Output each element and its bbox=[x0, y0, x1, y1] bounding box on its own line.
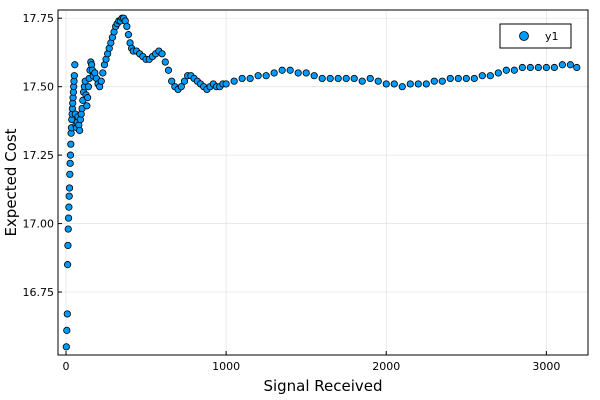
x-tick-label: 3000 bbox=[532, 360, 560, 373]
data-point bbox=[67, 140, 75, 148]
data-point bbox=[168, 77, 176, 85]
data-point bbox=[65, 203, 73, 211]
data-point bbox=[65, 184, 74, 192]
legend-marker bbox=[519, 31, 529, 41]
data-point bbox=[63, 326, 71, 334]
data-point bbox=[334, 74, 342, 83]
data-point bbox=[342, 74, 350, 83]
data-point bbox=[64, 241, 72, 250]
data-point bbox=[406, 80, 414, 88]
data-point bbox=[294, 69, 302, 77]
data-point bbox=[84, 94, 92, 102]
data-point bbox=[542, 63, 550, 72]
data-points bbox=[62, 14, 581, 351]
data-point bbox=[66, 159, 74, 167]
data-point bbox=[71, 61, 79, 69]
legend-box bbox=[499, 23, 572, 49]
data-point bbox=[566, 61, 574, 69]
data-point bbox=[550, 63, 558, 72]
x-tick-label: 1000 bbox=[212, 360, 240, 373]
data-point bbox=[350, 74, 358, 83]
data-point bbox=[65, 192, 73, 200]
data-point bbox=[390, 80, 398, 88]
data-point bbox=[230, 77, 238, 85]
grid-lines bbox=[58, 10, 588, 355]
y-tick-label: 17.25 bbox=[23, 149, 55, 162]
data-point bbox=[64, 214, 73, 222]
y-tick-label: 17.00 bbox=[23, 218, 55, 231]
data-point bbox=[518, 63, 526, 72]
data-point bbox=[366, 74, 374, 83]
data-point bbox=[358, 77, 366, 85]
data-point bbox=[83, 102, 91, 110]
data-point bbox=[177, 83, 185, 91]
data-point bbox=[238, 74, 246, 83]
y-tick-label: 17.50 bbox=[23, 81, 55, 94]
data-point bbox=[123, 22, 131, 31]
data-point bbox=[446, 74, 454, 83]
x-tick-label: 2000 bbox=[372, 360, 400, 373]
data-point bbox=[374, 77, 382, 85]
data-point bbox=[70, 72, 78, 80]
data-point bbox=[470, 74, 478, 83]
data-point bbox=[64, 225, 72, 233]
data-point bbox=[161, 58, 169, 66]
data-point bbox=[558, 61, 566, 69]
data-point bbox=[502, 66, 510, 74]
data-point bbox=[454, 74, 462, 83]
data-point bbox=[382, 80, 390, 88]
data-point bbox=[63, 310, 71, 318]
data-point bbox=[302, 69, 310, 77]
x-tick-label: 0 bbox=[63, 360, 70, 373]
data-point bbox=[526, 63, 534, 72]
data-point bbox=[438, 77, 446, 85]
y-axis-label: Expected Cost bbox=[2, 128, 20, 236]
data-point bbox=[99, 69, 107, 77]
data-point bbox=[62, 343, 70, 351]
data-point bbox=[64, 261, 72, 269]
data-point bbox=[398, 83, 406, 91]
data-point bbox=[254, 72, 262, 80]
data-point bbox=[158, 50, 166, 58]
data-point bbox=[534, 63, 542, 72]
data-point bbox=[262, 72, 270, 80]
legend-label-y1: y1 bbox=[545, 30, 559, 43]
legend: y1 bbox=[499, 23, 572, 49]
data-point bbox=[66, 170, 74, 178]
data-point bbox=[573, 63, 581, 72]
data-point bbox=[486, 72, 494, 80]
data-point bbox=[180, 77, 189, 85]
data-point bbox=[66, 151, 75, 159]
x-axis-label: Signal Received bbox=[263, 377, 382, 395]
data-point bbox=[414, 80, 422, 88]
x-axis-ticks: 0 1000 2000 3000 bbox=[63, 351, 560, 373]
data-point bbox=[478, 72, 486, 80]
data-point bbox=[422, 80, 430, 88]
y-tick-label: 17.75 bbox=[23, 12, 55, 25]
data-point bbox=[84, 83, 93, 91]
data-point bbox=[510, 66, 518, 74]
data-point bbox=[97, 77, 105, 85]
y-tick-label: 16.75 bbox=[23, 286, 55, 299]
data-point bbox=[494, 69, 502, 77]
data-point bbox=[430, 77, 438, 85]
data-point bbox=[270, 69, 278, 77]
data-point bbox=[310, 72, 318, 80]
data-point bbox=[76, 126, 84, 135]
data-point bbox=[326, 74, 334, 83]
data-point bbox=[246, 74, 254, 83]
y-axis-ticks: 16.75 17.00 17.25 17.50 17.75 bbox=[23, 12, 62, 299]
data-point bbox=[164, 66, 173, 74]
data-point bbox=[286, 66, 294, 74]
data-point bbox=[462, 74, 470, 83]
data-point bbox=[278, 66, 286, 74]
data-point bbox=[318, 74, 326, 83]
data-point bbox=[222, 80, 230, 88]
data-point bbox=[124, 31, 133, 39]
plot-frame bbox=[57, 9, 589, 356]
